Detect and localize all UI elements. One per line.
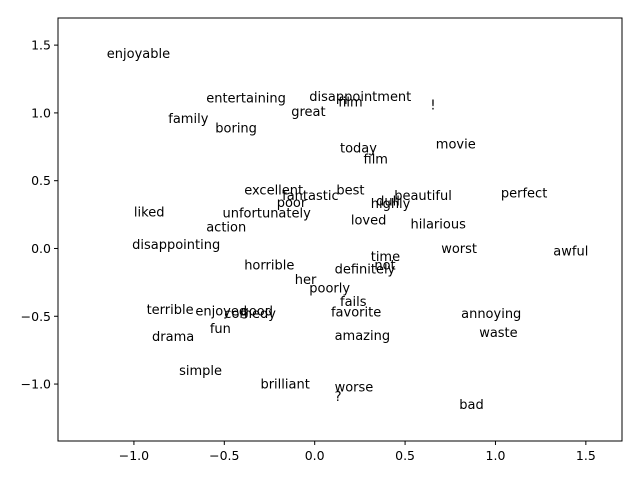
word-point: simple [179, 364, 222, 379]
word-point: great [291, 105, 325, 120]
x-tick-label: 0.5 [395, 448, 415, 463]
word-point: annoying [461, 307, 521, 322]
x-tick-label: 1.0 [486, 448, 506, 463]
word-point: movie [436, 138, 476, 153]
word-point: fun [210, 322, 231, 337]
plot-frame [57, 17, 623, 442]
word-point: her [295, 273, 317, 288]
word-point: ? [335, 390, 342, 405]
y-tick-label: −0.5 [21, 309, 51, 324]
word-point: fails [340, 295, 367, 310]
word-point: drama [152, 330, 194, 345]
word-point: bad [459, 398, 483, 413]
y-tick-label: 0.5 [31, 173, 51, 188]
word-point: action [206, 220, 246, 235]
word-point: best [336, 184, 364, 199]
word-point: perfect [501, 186, 547, 201]
word-point: favorite [331, 306, 381, 321]
word-point: worse [335, 380, 374, 395]
word-point: hilarious [411, 218, 467, 233]
word-point: film [364, 153, 388, 168]
word-point: worst [441, 242, 477, 257]
axis-ticks: −1.0 −0.5 0.0 0.5 1.0 1.5 −1.0 −0.5 0.0 0.5 1.0 1.5 [21, 38, 596, 463]
x-tick-label: 1.5 [576, 448, 596, 463]
word-point: liked [134, 205, 165, 220]
word-point: enjoyed [195, 304, 247, 319]
word-point: good [241, 304, 273, 319]
word-point: amazing [335, 329, 391, 344]
word-point: comedy [224, 307, 276, 322]
y-tick-label: 1.5 [31, 38, 51, 53]
word-point: dull [376, 195, 400, 210]
word-point: awful [553, 245, 588, 260]
y-tick-label: −1.0 [21, 377, 51, 392]
word-point: beautiful [394, 189, 452, 204]
word-point: time [371, 250, 400, 265]
word-point: excellent [244, 184, 303, 199]
word-point: terrible [147, 303, 194, 318]
x-tick-label: −1.0 [119, 448, 149, 463]
word-point: disappointment [309, 90, 411, 105]
word-point: loved [351, 214, 387, 229]
word-point: poorly [309, 281, 350, 296]
word-point: film [338, 96, 362, 111]
word-point: unfortunately [223, 207, 312, 222]
word-point: brilliant [260, 378, 309, 393]
x-tick-label: −0.5 [209, 448, 239, 463]
word-point: fantastic [282, 189, 338, 204]
y-tick-label: 0.0 [31, 241, 51, 256]
word-point: waste [479, 326, 517, 341]
word-point: ! [430, 98, 435, 113]
word-point: highly [371, 197, 411, 212]
y-tick-label: 1.0 [31, 105, 51, 120]
word-point: disappointing [132, 238, 220, 253]
word-point: family [168, 112, 208, 127]
word-point: entertaining [206, 91, 286, 106]
word-point: poor [277, 196, 307, 211]
word-point: today [340, 142, 377, 157]
word-point: definitely [335, 262, 396, 277]
word-point: horrible [244, 258, 294, 273]
plot-area [58, 18, 622, 441]
word-point: not [374, 258, 395, 273]
x-tick-label: 0.0 [305, 448, 325, 463]
word-point: enjoyable [107, 47, 170, 62]
word-point: boring [215, 121, 257, 136]
